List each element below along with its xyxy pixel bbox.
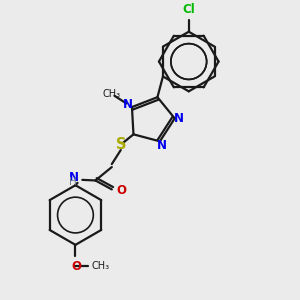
Text: Cl: Cl — [182, 3, 195, 16]
Text: O: O — [116, 184, 126, 197]
Text: N: N — [157, 139, 166, 152]
Text: CH₃: CH₃ — [92, 261, 110, 271]
Text: N: N — [174, 112, 184, 124]
Text: O: O — [71, 260, 81, 273]
Text: CH₃: CH₃ — [102, 89, 121, 99]
Text: H: H — [69, 177, 76, 187]
Text: N: N — [69, 171, 79, 184]
Text: N: N — [123, 98, 133, 111]
Text: S: S — [116, 137, 126, 152]
